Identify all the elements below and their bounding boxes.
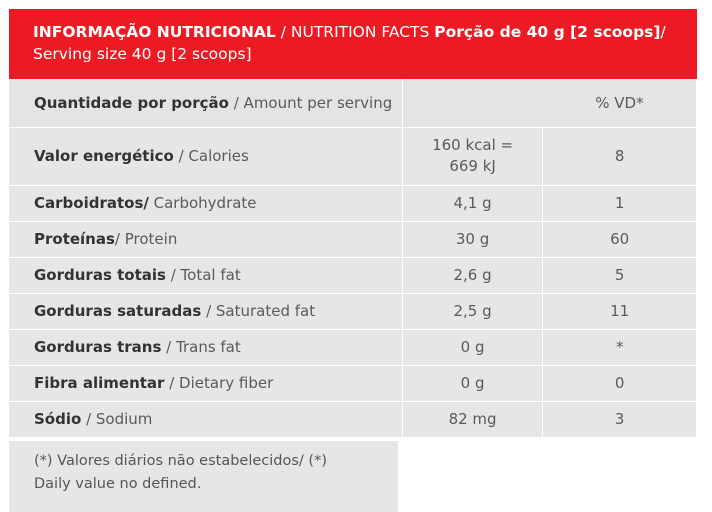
table-row: Gorduras totais / Total fat 2,6 g 5 <box>9 257 697 294</box>
nutrient-dv: 5 <box>542 257 697 294</box>
nutrient-amount: 0 g <box>402 329 544 366</box>
footnote: (*) Valores diários não estabelecidos/ (… <box>9 441 398 512</box>
nutrient-name: Carboidratos/ Carbohydrate <box>9 185 403 222</box>
nutrient-dv: 60 <box>542 221 697 258</box>
nutrient-dv: 8 <box>542 127 697 186</box>
footnote-line1: (*) Valores diários não estabelecidos/ (… <box>34 453 327 469</box>
nutrient-name: Gorduras totais / Total fat <box>9 257 403 294</box>
nutrient-dv: 11 <box>542 293 697 330</box>
nutrition-table: Quantidade por porção / Amount per servi… <box>9 79 697 438</box>
nutrient-name: Gorduras saturadas / Saturated fat <box>9 293 403 330</box>
header-title-pt: INFORMAÇÃO NUTRICIONAL <box>33 23 276 41</box>
amount-per-serving-cell: Quantidade por porção / Amount per servi… <box>9 79 403 128</box>
nutrient-amount: 2,5 g <box>402 293 544 330</box>
nutrient-amount: 4,1 g <box>402 185 544 222</box>
footnote-line2: Daily value no defined. <box>34 476 202 492</box>
nutrient-amount: 82 mg <box>402 401 544 438</box>
table-row: Sódio / Sodium 82 mg 3 <box>9 401 697 438</box>
nutrient-name: Sódio / Sodium <box>9 401 403 438</box>
nutrition-header: INFORMAÇÃO NUTRICIONAL / NUTRITION FACTS… <box>9 9 697 79</box>
table-row: Proteínas/ Protein 30 g 60 <box>9 221 697 258</box>
nutrient-name: Gorduras trans / Trans fat <box>9 329 403 366</box>
nutrient-amount: 0 g <box>402 365 544 402</box>
nutrient-name: Proteínas/ Protein <box>9 221 403 258</box>
header-slash: / <box>660 23 666 41</box>
table-row: Fibra alimentar / Dietary fiber 0 g 0 <box>9 365 697 402</box>
header-serving-en: Serving size 40 g [2 scoops] <box>33 45 252 63</box>
nutrient-dv: 1 <box>542 185 697 222</box>
header-title-en: / NUTRITION FACTS <box>275 23 435 41</box>
nutrient-amount: 160 kcal = 669 kJ <box>402 127 544 186</box>
nutrient-amount: 2,6 g <box>402 257 544 294</box>
table-row: Valor energético / Calories 160 kcal = 66… <box>9 127 697 186</box>
nutrient-dv: * <box>542 329 697 366</box>
table-row: Gorduras saturadas / Saturated fat 2,5 g… <box>9 293 697 330</box>
nutrient-amount: 30 g <box>402 221 544 258</box>
nutrient-name: Fibra alimentar / Dietary fiber <box>9 365 403 402</box>
nutrient-name: Valor energético / Calories <box>9 127 403 186</box>
table-row: Gorduras trans / Trans fat 0 g * <box>9 329 697 366</box>
table-row: Carboidratos/ Carbohydrate 4,1 g 1 <box>9 185 697 222</box>
nutrient-dv: 0 <box>542 365 697 402</box>
header-serving-pt: Porção de 40 g [2 scoops] <box>434 23 661 41</box>
amount-header-cell <box>402 79 543 128</box>
nutrient-dv: 3 <box>542 401 697 438</box>
dv-header-cell: % VD* <box>542 79 697 128</box>
table-header-row: Quantidade por porção / Amount per servi… <box>9 79 697 128</box>
